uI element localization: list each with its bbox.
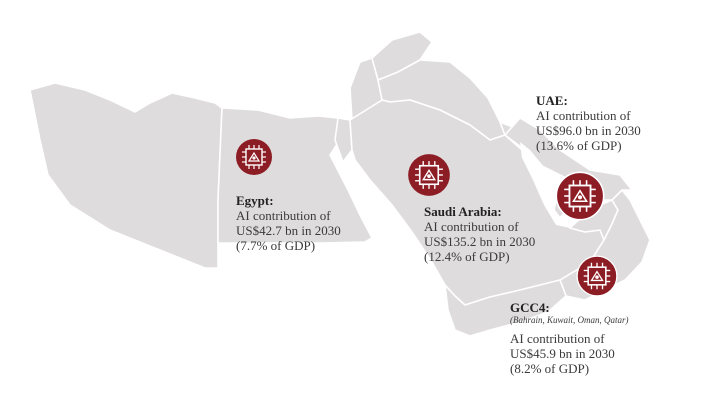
uae-marker	[555, 171, 605, 226]
ai-chip-icon	[236, 139, 272, 175]
egypt-marker	[235, 138, 273, 181]
saudi-arabia-name: Saudi Arabia:	[424, 204, 502, 219]
uae-line-1: AI contribution of	[536, 108, 631, 123]
iran-edge-shape	[504, 117, 633, 201]
saudi-arabia-label: Saudi Arabia: AI contribution of US$135.…	[424, 204, 535, 264]
gcc4-marker	[576, 255, 618, 302]
uae-name: UAE:	[536, 93, 568, 108]
egypt-line-2: US$42.7 bn in 2030	[236, 223, 341, 238]
uae-line-2: US$96.0 bn in 2030	[536, 123, 641, 138]
gcc4-name: GCC4:	[510, 300, 550, 315]
egypt-line-3: (7.7% of GDP)	[236, 238, 316, 253]
red-sea	[343, 150, 445, 290]
ai-chip-icon	[555, 171, 605, 221]
gcc4-line-3: (8.2% of GDP)	[510, 361, 590, 376]
egypt-label: Egypt: AI contribution of US$42.7 bn in …	[236, 193, 341, 253]
yemen-shape	[444, 279, 567, 337]
uae-line-3: (13.6% of GDP)	[536, 138, 622, 153]
ai-chip-icon	[408, 154, 450, 196]
gcc4-line-1: AI contribution of	[510, 331, 605, 346]
egypt-line-1: AI contribution of	[236, 208, 331, 223]
gcc4-subtitle: (Bahrain, Kuwait, Oman, Qatar)	[510, 315, 629, 325]
saudi-arabia-line-3: (12.4% of GDP)	[424, 249, 510, 264]
saudi-arabia-line-1: AI contribution of	[424, 219, 519, 234]
persian-gulf	[520, 142, 570, 228]
saudi-arabia-line-2: US$135.2 bn in 2030	[424, 234, 536, 249]
uae-label: UAE: AI contribution of US$96.0 bn in 20…	[536, 93, 641, 153]
gcc4-line-2: US$45.9 bn in 2030	[510, 346, 615, 361]
gcc4-label: GCC4: (Bahrain, Kuwait, Oman, Qatar) AI …	[510, 300, 629, 376]
ai-chip-icon	[576, 255, 618, 297]
saudi-arabia-marker	[407, 153, 451, 202]
libya-shape	[29, 82, 223, 269]
egypt-name: Egypt:	[236, 193, 274, 208]
